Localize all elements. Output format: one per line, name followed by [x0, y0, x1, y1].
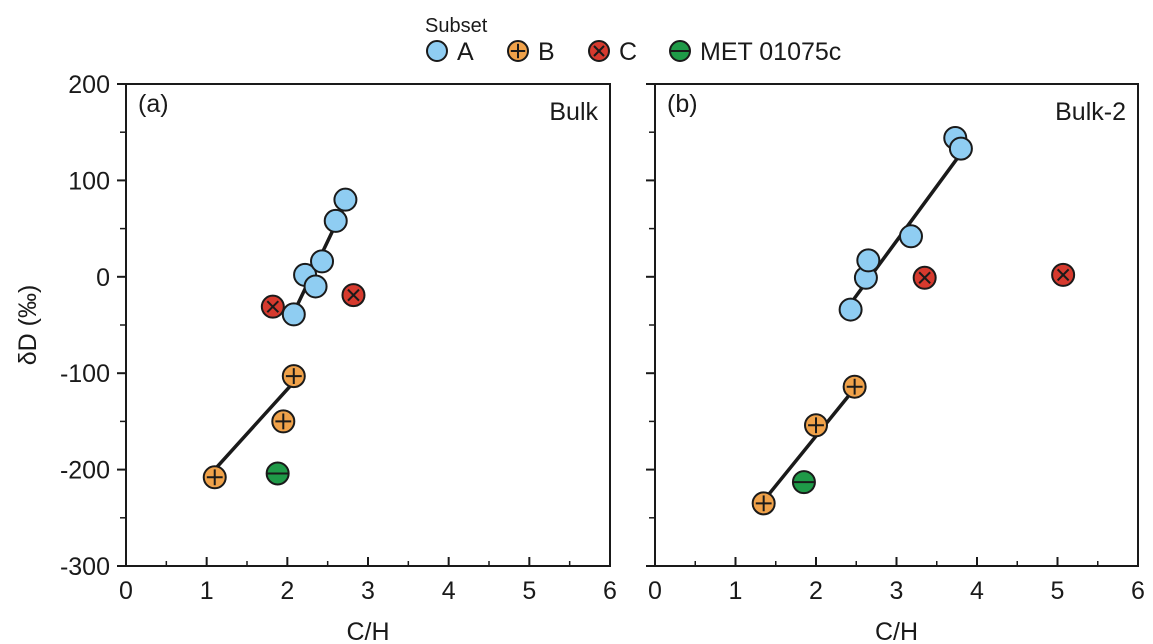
legend-marker-met-01075c — [669, 40, 691, 62]
panel-a-point-met-01075c — [265, 461, 290, 486]
panel-b-point-b — [751, 491, 776, 516]
panel-a-ytick-label: 200 — [68, 71, 110, 99]
panel-a-point-a — [281, 302, 306, 327]
legend-label-c: C — [619, 38, 637, 66]
panel-a-point-b — [202, 465, 227, 490]
panel-a-ylabel: δD (‰) — [14, 285, 42, 366]
panel-b-point-a — [838, 297, 863, 322]
panel-a-title: Bulk — [549, 98, 598, 126]
panel-b-xtick-label: 0 — [648, 577, 662, 605]
panel-b-trendline-b — [767, 392, 852, 496]
panel-a-point-a — [323, 208, 348, 233]
panel-b-xtick-label: 2 — [809, 577, 823, 605]
panel-a-xlabel: C/H — [346, 618, 389, 644]
panel-b-xlabel: C/H — [875, 618, 918, 644]
panel-a-point-c — [341, 283, 366, 308]
panel-a-point-a — [310, 249, 335, 274]
panel-a-xtick-label: 1 — [200, 577, 214, 605]
panel-a-point-c — [260, 294, 285, 319]
panel-a-trendline-b — [214, 383, 294, 470]
panel-a-frame — [125, 83, 611, 567]
panel-a-xtick-label: 2 — [280, 577, 294, 605]
panel-b-point-a — [898, 224, 923, 249]
panel-b-panel-label: (b) — [667, 90, 698, 118]
panel-a-panel-label: (a) — [138, 90, 169, 118]
legend-label-met-01075c: MET 01075c — [700, 38, 841, 66]
legend-marker-c — [588, 40, 610, 62]
panel-a: 0 1 2 3 4 5 6 -300 -200 -100 0 100 200 C/H δD (‰) (a) Bu… — [14, 71, 617, 644]
panel-b: 0 1 2 3 4 5 6 C/H (b) Bulk-2 — [646, 83, 1145, 644]
panel-b-xtick-label: 6 — [1131, 577, 1145, 605]
panel-a-ytick-label: 0 — [96, 264, 110, 292]
panel-b-xtick-label: 3 — [890, 577, 904, 605]
panel-a-xtick-label: 0 — [119, 577, 133, 605]
panel-b-point-met-01075c — [791, 470, 816, 495]
panel-b-title: Bulk-2 — [1055, 98, 1126, 126]
panel-b-point-b — [842, 374, 867, 399]
panel-a-point-a — [303, 274, 328, 299]
panel-b-xtick-label: 5 — [1051, 577, 1065, 605]
panel-b-point-a — [856, 248, 881, 273]
panel-a-xtick-label: 3 — [361, 577, 375, 605]
panel-b-frame — [654, 83, 1139, 567]
legend-marker-a — [426, 40, 448, 62]
panel-a-point-b — [281, 364, 306, 389]
legend-label-b: B — [538, 38, 555, 66]
panel-a-xtick-label: 6 — [603, 577, 617, 605]
legend-marker-b — [507, 40, 529, 62]
legend-title: Subset — [425, 15, 488, 37]
panel-b-xtick-label: 1 — [729, 577, 743, 605]
legend-label-a: A — [457, 38, 474, 66]
panel-a-ytick-label: -100 — [60, 360, 110, 388]
panel-a-point-b — [271, 409, 296, 434]
panel-a-ytick-label: -300 — [60, 553, 110, 581]
panel-a-xtick-label: 5 — [522, 577, 536, 605]
chart-panels: 0 1 2 3 4 5 6 -300 -200 -100 0 100 200 C/H δD (‰) (a) Bu… — [14, 71, 1145, 644]
panel-b-point-b — [804, 413, 828, 438]
panel-b-point-c — [912, 265, 937, 290]
panel-b-point-a — [948, 136, 973, 161]
panel-a-ytick-label: 100 — [68, 167, 110, 195]
legend: Subset A B C MET 01075c — [425, 15, 841, 66]
panel-b-xtick-label: 4 — [970, 577, 984, 605]
panel-b-point-c — [1051, 262, 1076, 287]
panel-a-ytick-label: -200 — [60, 457, 110, 485]
panel-a-point-a — [333, 187, 358, 212]
panel-a-xtick-label: 4 — [442, 577, 456, 605]
